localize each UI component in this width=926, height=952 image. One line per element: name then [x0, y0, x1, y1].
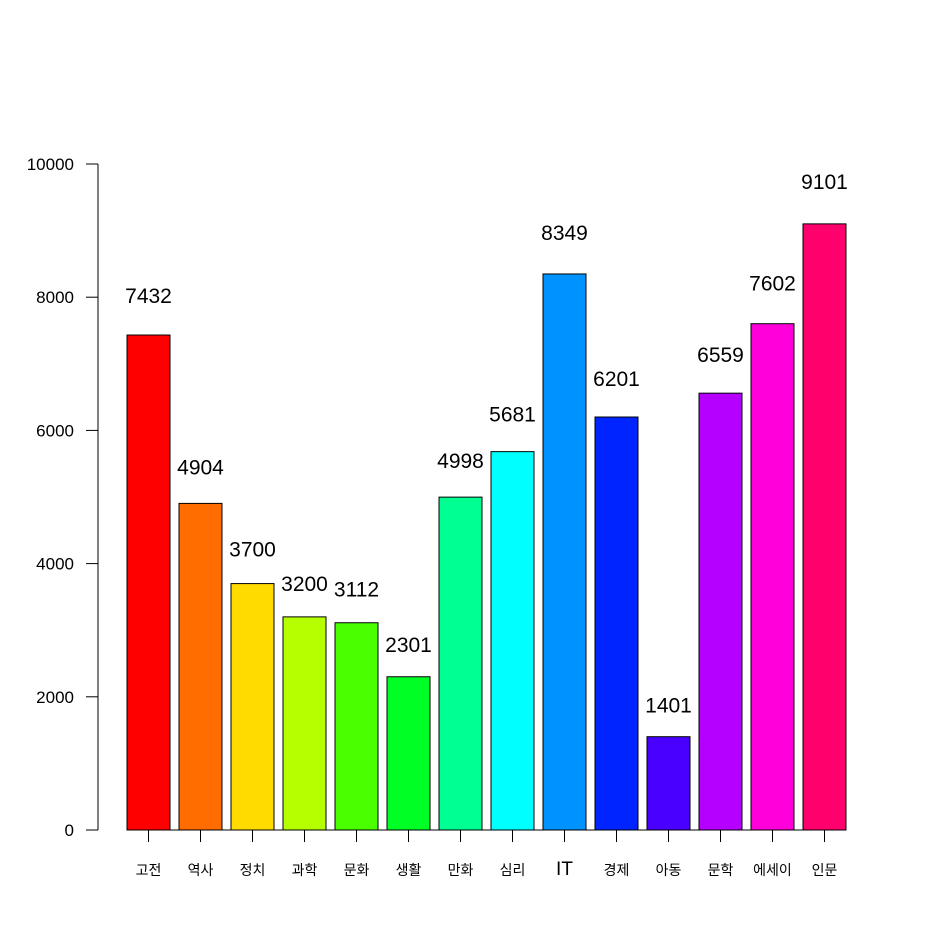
y-tick-label: 8000 [36, 288, 74, 307]
x-tick-label: 문화 [344, 863, 370, 879]
bar-7 [438, 496, 483, 831]
y-tick-label: 6000 [36, 421, 74, 440]
y-tick-label: 0 [65, 821, 74, 840]
x-tick-label: 고전 [136, 863, 162, 879]
data-label-13: 7602 [749, 273, 796, 296]
x-tick-label: 경제 [604, 863, 630, 879]
x-tick-label: 에세이 [753, 863, 792, 879]
data-label-11: 1401 [645, 695, 692, 718]
bar-2 [178, 502, 223, 831]
bar-8 [490, 451, 535, 831]
x-tick-label: 만화 [448, 863, 474, 879]
data-label-5: 3112 [334, 579, 379, 602]
x-tick-label: 아동 [656, 863, 682, 879]
data-label-3: 3700 [229, 539, 276, 562]
bar-5 [334, 622, 379, 831]
bar-13 [750, 323, 795, 831]
data-label-7: 4998 [437, 450, 484, 473]
data-label-12: 6559 [697, 344, 744, 367]
bar-4 [282, 616, 327, 831]
x-tick-label: 생활 [396, 863, 422, 879]
data-label-8: 5681 [489, 404, 536, 427]
x-tick-label: IT [556, 859, 573, 880]
y-tick-label: 10000 [27, 155, 74, 174]
data-label-4: 3200 [281, 573, 328, 596]
x-tick-label: 정치 [240, 863, 266, 879]
y-tick-label: 2000 [36, 688, 74, 707]
x-axis: 고전 역사 정치 과학 문화 생활 만화 심리 IT 경제 아동 문학 에세이 인문 [136, 829, 838, 880]
x-tick-label: 심리 [500, 863, 526, 879]
data-label-6: 2301 [385, 634, 432, 657]
x-tick-label: 과학 [292, 863, 318, 879]
bar-12 [698, 392, 743, 831]
bar-1 [126, 334, 171, 831]
bar-14 [802, 223, 847, 831]
data-label-9: 8349 [541, 222, 588, 245]
data-label-10: 6201 [593, 368, 640, 391]
y-tick-label: 4000 [36, 555, 74, 574]
bar-9 [542, 273, 587, 831]
bars [126, 223, 847, 831]
x-tick-label: 역사 [188, 863, 214, 879]
bar-10 [594, 416, 639, 831]
x-tick-label: 문학 [708, 863, 734, 879]
bar-11 [646, 736, 691, 831]
data-label-14: 9101 [801, 171, 848, 194]
x-tick-label: 인문 [812, 863, 838, 879]
y-axis: 0 2000 4000 6000 8000 10000 [27, 155, 99, 840]
data-label-1: 7432 [125, 285, 172, 308]
bar-3 [230, 583, 275, 831]
data-label-2: 4904 [177, 456, 224, 479]
bar-6 [386, 676, 431, 831]
